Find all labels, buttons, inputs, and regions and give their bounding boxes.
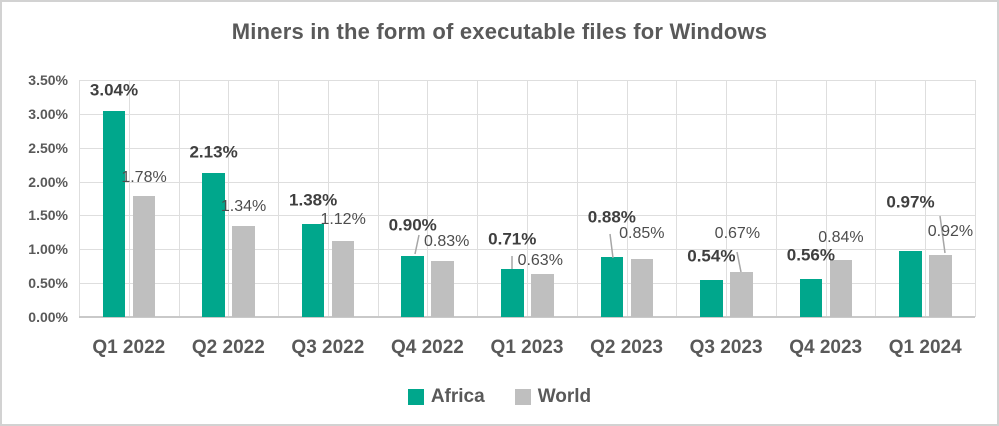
label-africa-q3-2023: 0.54%	[687, 246, 736, 266]
gridline-vertical	[576, 80, 578, 317]
legend-item-world[interactable]: World	[514, 386, 592, 408]
gridline-horizontal	[79, 80, 975, 81]
bar-africa-q4-2022[interactable]	[401, 256, 424, 317]
gridline-horizontal	[79, 147, 975, 149]
gridline-vertical	[278, 80, 280, 317]
y-tick-label: 3.50%	[28, 72, 68, 88]
label-world-q1-2023: 0.63%	[517, 252, 563, 270]
bar-world-q1-2024[interactable]	[929, 254, 952, 317]
y-tick-label: 1.50%	[28, 207, 68, 224]
label-world-q3-2023: 0.67%	[714, 224, 761, 242]
label-world-q4-2023: 0.84%	[818, 229, 864, 247]
bar-world-q1-2022[interactable]	[132, 196, 156, 317]
bar-world-q4-2022[interactable]	[431, 260, 454, 317]
label-africa-q1-2023: 0.71%	[488, 229, 537, 249]
gridline-vertical	[676, 80, 678, 317]
x-label-q1-2023: Q1 2023	[490, 337, 564, 358]
gridline-vertical	[527, 80, 528, 317]
gridline-vertical	[825, 80, 827, 317]
bar-africa-q1-2022[interactable]	[102, 111, 126, 317]
x-label-q1-2024: Q1 2024	[888, 337, 962, 358]
x-label-q2-2023: Q2 2023	[590, 337, 663, 358]
gridline-vertical	[775, 80, 777, 317]
legend-swatch-africa	[407, 389, 424, 405]
gridline-vertical	[626, 80, 628, 317]
label-world-q2-2023: 0.85%	[619, 225, 665, 243]
y-tick-label: 2.00%	[28, 173, 68, 190]
gridline-vertical	[377, 80, 379, 317]
gridline-horizontal	[79, 113, 975, 115]
bar-world-q3-2023[interactable]	[730, 271, 753, 317]
bar-world-q2-2023[interactable]	[630, 259, 654, 317]
label-africa-q4-2022: 0.90%	[388, 215, 437, 235]
label-world-q1-2022: 1.78%	[121, 169, 167, 187]
label-world-q3-2022: 1.12%	[320, 211, 366, 229]
legend: Africa World	[2, 385, 997, 409]
bar-world-q2-2022[interactable]	[232, 226, 255, 317]
bar-africa-q3-2022[interactable]	[301, 223, 325, 317]
gridline-horizontal	[79, 215, 975, 217]
y-tick-label: 0.50%	[28, 275, 68, 292]
bar-africa-q2-2022[interactable]	[202, 172, 225, 317]
y-tick-label: 0.00%	[28, 309, 68, 325]
label-africa-q2-2022: 2.13%	[189, 142, 238, 162]
label-world-q2-2022: 1.34%	[220, 198, 267, 216]
gridline-horizontal	[79, 249, 975, 251]
y-tick-label: 3.00%	[28, 105, 68, 122]
gridline-vertical	[178, 80, 180, 317]
label-africa-q3-2022: 1.38%	[289, 190, 338, 210]
gridline-vertical	[79, 80, 80, 317]
label-africa-q4-2023: 0.56%	[786, 245, 836, 265]
bar-africa-q4-2023[interactable]	[799, 279, 823, 317]
bar-world-q4-2023[interactable]	[829, 260, 853, 317]
y-tick-label: 1.00%	[28, 241, 68, 258]
bar-world-q3-2022[interactable]	[331, 241, 355, 317]
x-label-q2-2022: Q2 2022	[191, 337, 265, 358]
bar-africa-q1-2024[interactable]	[899, 251, 922, 317]
label-africa-q2-2023: 0.88%	[587, 207, 636, 227]
gridline-horizontal	[79, 181, 975, 183]
gridline-vertical	[925, 80, 927, 317]
x-label-q4-2023: Q4 2023	[789, 337, 863, 358]
label-world-q4-2022: 0.83%	[424, 232, 470, 250]
gridline-vertical	[726, 80, 728, 317]
gridline-vertical	[875, 80, 877, 317]
bar-africa-q1-2023[interactable]	[501, 268, 524, 317]
bar-africa-q3-2023[interactable]	[700, 280, 723, 317]
gridline-vertical	[327, 80, 329, 317]
gridline-vertical	[477, 80, 479, 317]
x-label-q4-2022: Q4 2022	[390, 337, 464, 358]
bar-world-q1-2023[interactable]	[531, 274, 554, 317]
legend-swatch-world	[514, 389, 531, 405]
label-africa-q1-2022: 3.04%	[89, 80, 139, 100]
x-label-q3-2022: Q3 2022	[291, 337, 365, 358]
x-label-q1-2022: Q1 2022	[92, 337, 166, 358]
gridline-vertical	[427, 80, 429, 317]
gridline-horizontal	[79, 283, 975, 285]
legend-item-africa[interactable]: Africa	[407, 386, 485, 408]
legend-label: Africa	[430, 386, 485, 407]
legend-label: World	[537, 386, 592, 407]
label-world-q1-2024: 0.92%	[927, 222, 974, 240]
gridline-vertical	[128, 80, 130, 317]
bar-africa-q2-2023[interactable]	[600, 257, 624, 317]
gridline-vertical	[975, 80, 976, 317]
plot-area	[79, 80, 976, 318]
x-label-q3-2023: Q3 2023	[689, 337, 763, 358]
label-africa-q1-2024: 0.97%	[886, 192, 935, 212]
y-tick-label: 2.50%	[28, 139, 68, 156]
x-axis-line	[79, 316, 975, 318]
gridline-vertical	[228, 80, 230, 317]
chart-title: Miners in the form of executable files f…	[231, 19, 768, 44]
